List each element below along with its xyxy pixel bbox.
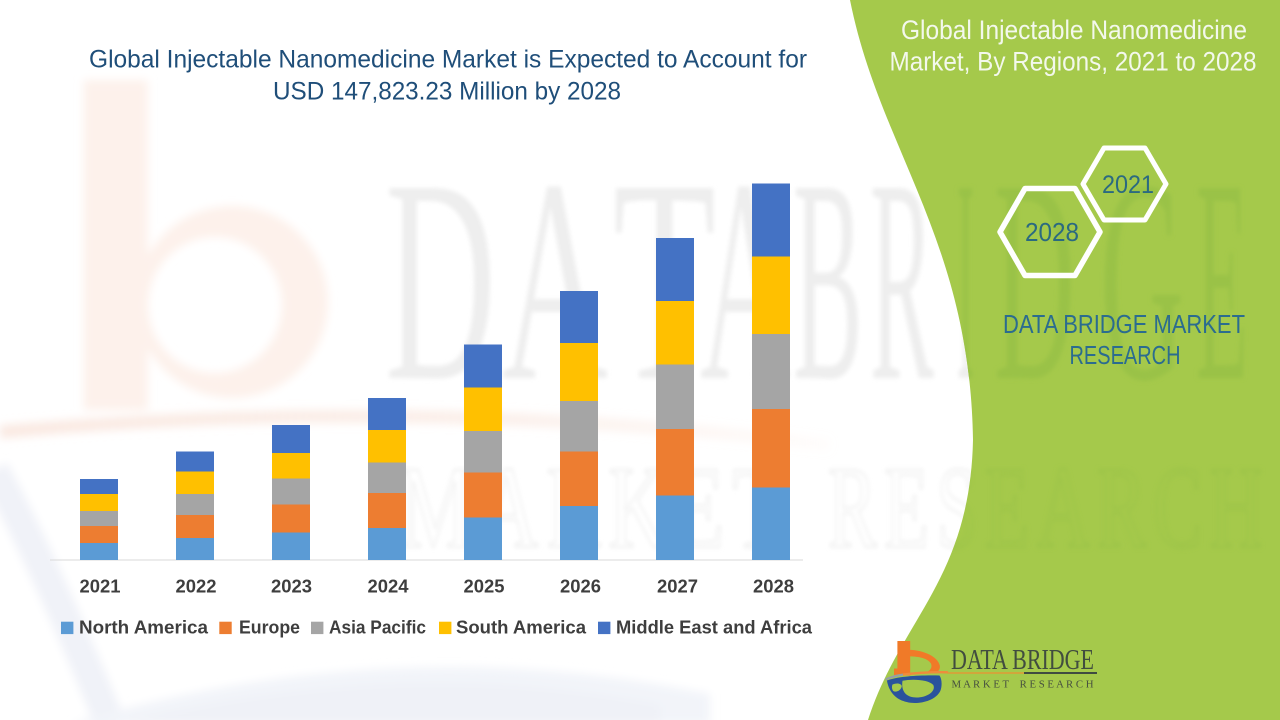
- svg-text:Global Injectable Nanomedicine: Global Injectable Nanomedicine: [901, 15, 1247, 45]
- svg-text:2021: 2021: [80, 576, 121, 597]
- svg-text:2027: 2027: [657, 576, 698, 597]
- svg-text:M A R K E T R E S E A R C H: M A R K E T R E S E A R C H: [952, 680, 1094, 691]
- svg-text:G: G: [1100, 120, 1184, 441]
- svg-text:2028: 2028: [1025, 217, 1079, 247]
- svg-text:DATA BRIDGE: DATA BRIDGE: [951, 644, 1094, 676]
- svg-text:Global Injectable Nanomedicine: Global Injectable Nanomedicine Market is…: [89, 46, 807, 74]
- svg-text:2022: 2022: [176, 576, 217, 597]
- svg-text:2026: 2026: [560, 576, 601, 597]
- svg-text:2025: 2025: [464, 576, 505, 597]
- svg-text:DATA BRIDGE MARKET: DATA BRIDGE MARKET: [1003, 309, 1245, 339]
- svg-text:North America: North America: [79, 617, 209, 638]
- svg-text:2028: 2028: [753, 576, 794, 597]
- svg-text:2023: 2023: [271, 576, 312, 597]
- svg-text:2021: 2021: [1102, 171, 1154, 199]
- svg-text:Market, By Regions, 2021 to 20: Market, By Regions, 2021 to 2028: [890, 47, 1257, 77]
- svg-text:USD 147,823.23 Million by 2028: USD 147,823.23 Million by 2028: [273, 78, 621, 106]
- svg-text:E: E: [1196, 120, 1248, 441]
- svg-text:RESEARCH: RESEARCH: [1070, 340, 1181, 370]
- svg-text:Europe: Europe: [239, 617, 300, 638]
- svg-text:Middle East and Africa: Middle East and Africa: [616, 617, 813, 638]
- svg-text:B: B: [793, 120, 863, 441]
- svg-text:South America: South America: [456, 617, 587, 638]
- svg-text:Asia Pacific: Asia Pacific: [329, 617, 426, 638]
- svg-text:D: D: [994, 120, 1075, 441]
- svg-text:2024: 2024: [368, 576, 410, 597]
